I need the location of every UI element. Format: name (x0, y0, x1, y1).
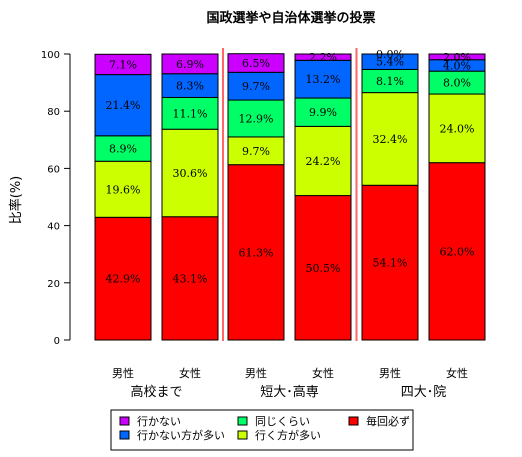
segment-label: 9.7% (242, 80, 270, 93)
segment-label: 54.1% (373, 257, 408, 270)
category-label: 女性 (446, 366, 468, 380)
y-axis-label: 比率(%) (8, 176, 24, 225)
segment-label: 42.9% (106, 273, 141, 286)
segment-label: 8.0% (443, 77, 471, 90)
bar-segment (227, 164, 285, 341)
y-tick-label: 100 (41, 50, 60, 61)
y-tick-label: 80 (47, 107, 60, 118)
segment-label: 50.5% (306, 262, 341, 275)
category-label: 男性 (245, 366, 267, 380)
y-axis: 0 20 40 60 80 100 (41, 50, 71, 347)
group-separators (222, 48, 358, 341)
y-tick-label: 20 (47, 279, 60, 290)
bar-segment (428, 53, 486, 61)
bar-segment (94, 160, 152, 218)
legend-label: 行かない方が多い (137, 428, 225, 442)
legend-swatch (237, 430, 248, 440)
bar-segment (161, 128, 219, 218)
category-label: 男性 (112, 366, 134, 380)
bar-segment (94, 74, 152, 137)
legend-swatch (119, 416, 130, 426)
bar-segment (227, 53, 285, 73)
bar-segment (361, 184, 419, 341)
segment-label: 6.9% (176, 58, 204, 71)
bar-segment (161, 216, 219, 341)
bar-segment (94, 216, 152, 341)
legend-swatch (237, 416, 248, 426)
segment-label: 7.1% (109, 58, 137, 71)
y-tick-label: 60 (47, 164, 60, 175)
segment-label: 5.4% (376, 56, 404, 69)
segment-label: 8.9% (109, 143, 137, 156)
segment-label: 32.4% (373, 133, 408, 146)
legend-label: 行く方が多い (255, 428, 321, 442)
chart-title: 国政選挙や自治体選挙の投票 (206, 10, 375, 26)
bar-segment (361, 92, 419, 186)
category-label: 女性 (179, 366, 201, 380)
segment-label: 19.6% (106, 183, 141, 196)
segment-label: 9.9% (309, 106, 337, 119)
legend-label: 同じくらい (255, 415, 310, 428)
segment-label: 8.3% (176, 80, 204, 93)
bar-segment (161, 96, 219, 130)
legend-box (110, 409, 414, 451)
legend-swatch (119, 430, 130, 440)
y-tick-label: 0 (54, 336, 60, 347)
segment-label: 0.0% (376, 48, 404, 61)
segment-label: 24.2% (306, 155, 341, 168)
bar-segment (428, 162, 486, 341)
legend-label: 毎回必ず (366, 415, 410, 428)
segment-label: 62.0% (440, 245, 475, 258)
segment-label: 12.9% (239, 112, 274, 125)
bar-segment (294, 125, 352, 197)
segment-label: 2.0% (443, 51, 471, 64)
bar-segment (161, 53, 219, 75)
category-label: 女性 (312, 366, 334, 380)
bar-segment (361, 53, 419, 70)
segment-label: 11.1% (173, 107, 208, 120)
segment-label: 43.1% (173, 272, 208, 285)
segment-label: 13.2% (306, 73, 341, 86)
segment-label: 2.2% (309, 51, 337, 64)
y-tick-label: 40 (47, 222, 60, 233)
bar-segment (227, 136, 285, 166)
segment-label: 4.0% (443, 59, 471, 72)
segment-label: 6.5% (242, 57, 270, 70)
bar-segment (294, 53, 352, 61)
bar-segment (94, 53, 152, 76)
bars: 42.9% 19.6% 8.9% 21.4% 7.1% 43.1% 30.6% 11.1% 8.… (94, 48, 486, 341)
legend-swatch (348, 416, 359, 426)
category-label: 男性 (379, 366, 401, 380)
bar-segment (94, 135, 152, 162)
group-label: 四大･院 (401, 385, 447, 400)
segment-label: 8.1% (376, 75, 404, 88)
segment-label: 24.0% (440, 122, 475, 135)
bar-segment (428, 93, 486, 164)
group-label: 高校まで (130, 384, 182, 400)
segment-label: 61.3% (239, 246, 274, 259)
segment-label: 21.4% (106, 99, 141, 112)
group-label: 短大･高専 (260, 384, 319, 400)
segment-label: 30.6% (173, 167, 208, 180)
bar-segment (227, 99, 285, 138)
legend-label: 行かない (137, 415, 181, 428)
bar-segment (294, 195, 352, 341)
segment-label: 9.7% (242, 145, 270, 158)
